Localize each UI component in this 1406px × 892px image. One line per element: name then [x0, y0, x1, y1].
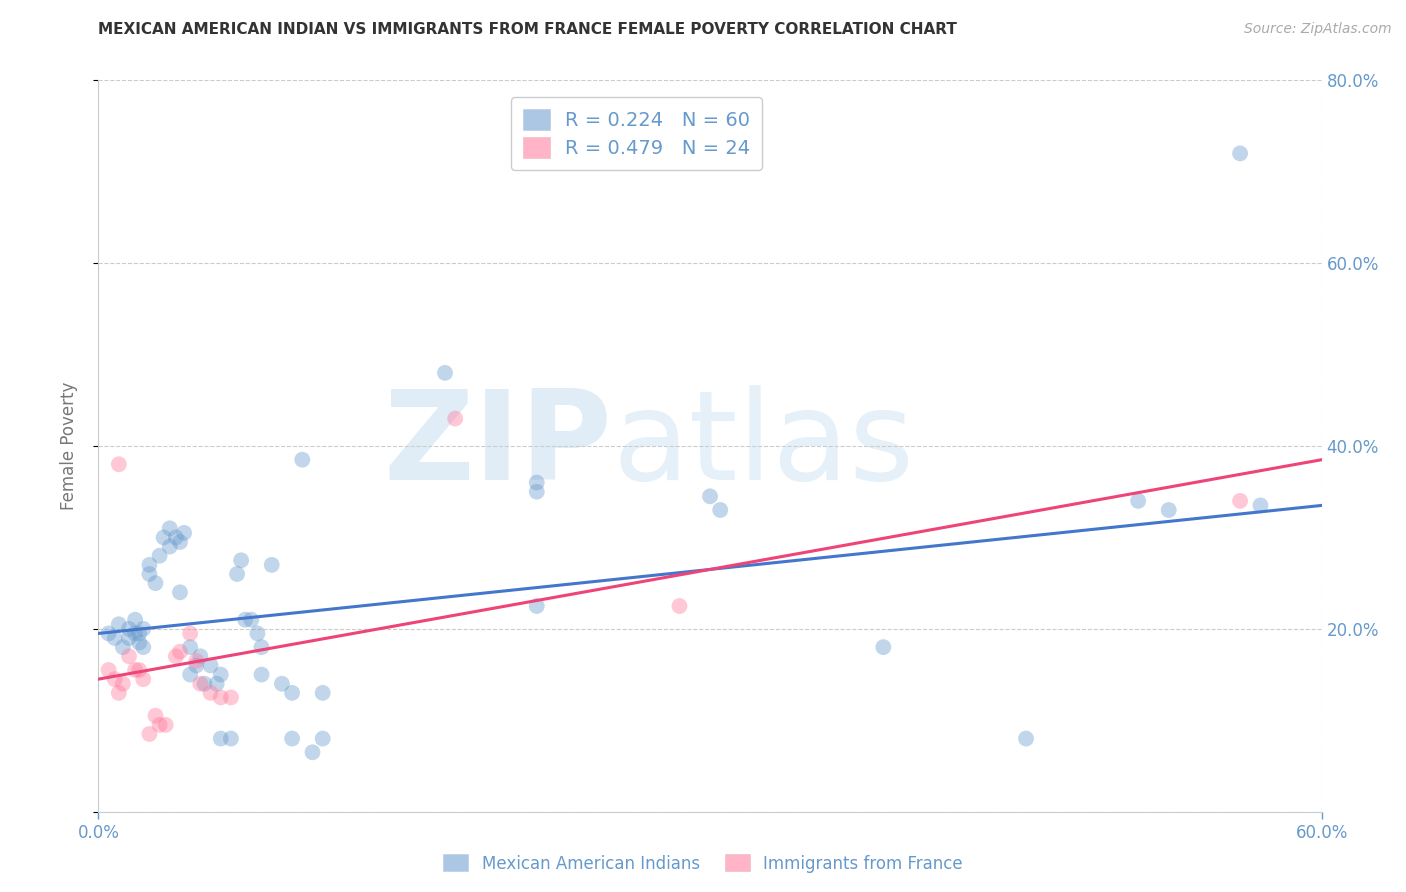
- Point: [1015, 731, 1038, 746]
- Point: [188, 649, 212, 664]
- Text: MEXICAN AMERICAN INDIAN VS IMMIGRANTS FROM FRANCE FEMALE POVERTY CORRELATION CHA: MEXICAN AMERICAN INDIAN VS IMMIGRANTS FR…: [98, 22, 957, 37]
- Point: [173, 525, 195, 540]
- Point: [169, 645, 191, 659]
- Point: [219, 690, 242, 705]
- Point: [97, 626, 120, 640]
- Point: [118, 631, 141, 645]
- Point: [159, 540, 181, 554]
- Point: [138, 727, 160, 741]
- Legend: R = 0.224   N = 60, R = 0.479   N = 24: R = 0.224 N = 60, R = 0.479 N = 24: [510, 97, 762, 169]
- Point: [250, 667, 273, 681]
- Point: [138, 567, 160, 582]
- Text: ZIP: ZIP: [384, 385, 612, 507]
- Point: [108, 686, 131, 700]
- Point: [169, 585, 191, 599]
- Point: [104, 631, 127, 645]
- Point: [233, 613, 256, 627]
- Point: [291, 452, 314, 467]
- Point: [526, 599, 548, 613]
- Point: [159, 521, 181, 535]
- Point: [145, 708, 167, 723]
- Point: [145, 576, 167, 591]
- Point: [872, 640, 894, 655]
- Point: [132, 672, 155, 686]
- Point: [108, 617, 131, 632]
- Point: [246, 626, 269, 640]
- Point: [281, 686, 304, 700]
- Point: [111, 640, 134, 655]
- Point: [169, 535, 191, 549]
- Point: [668, 599, 690, 613]
- Point: [149, 549, 172, 563]
- Point: [97, 663, 120, 677]
- Point: [226, 567, 249, 582]
- Point: [188, 676, 212, 690]
- Text: atlas: atlas: [612, 385, 914, 507]
- Point: [312, 686, 335, 700]
- Point: [179, 626, 201, 640]
- Point: [270, 676, 294, 690]
- Point: [165, 530, 187, 544]
- Point: [709, 503, 731, 517]
- Legend: Mexican American Indians, Immigrants from France: Mexican American Indians, Immigrants fro…: [437, 847, 969, 880]
- Point: [1249, 499, 1271, 513]
- Point: [301, 745, 323, 759]
- Point: [699, 489, 721, 503]
- Point: [209, 690, 232, 705]
- Point: [219, 731, 242, 746]
- Point: [118, 649, 141, 664]
- Point: [138, 558, 160, 572]
- Point: [179, 640, 201, 655]
- Point: [104, 672, 127, 686]
- Point: [1229, 146, 1251, 161]
- Text: Source: ZipAtlas.com: Source: ZipAtlas.com: [1244, 22, 1392, 37]
- Point: [186, 658, 208, 673]
- Point: [444, 411, 467, 425]
- Point: [111, 676, 134, 690]
- Point: [128, 635, 150, 649]
- Point: [1229, 493, 1251, 508]
- Point: [312, 731, 335, 746]
- Point: [205, 676, 228, 690]
- Point: [128, 663, 150, 677]
- Point: [260, 558, 283, 572]
- Point: [200, 686, 222, 700]
- Y-axis label: Female Poverty: Female Poverty: [59, 382, 77, 510]
- Point: [1128, 493, 1150, 508]
- Point: [526, 484, 548, 499]
- Point: [118, 622, 141, 636]
- Point: [240, 613, 263, 627]
- Point: [200, 658, 222, 673]
- Point: [526, 475, 548, 490]
- Point: [128, 626, 150, 640]
- Point: [132, 622, 155, 636]
- Point: [124, 663, 146, 677]
- Point: [193, 676, 215, 690]
- Point: [231, 553, 253, 567]
- Point: [1157, 503, 1180, 517]
- Point: [281, 731, 304, 746]
- Point: [152, 530, 174, 544]
- Point: [149, 718, 172, 732]
- Point: [155, 718, 177, 732]
- Point: [209, 667, 232, 681]
- Point: [108, 458, 131, 472]
- Point: [250, 640, 273, 655]
- Point: [186, 654, 208, 668]
- Point: [179, 667, 201, 681]
- Point: [209, 731, 232, 746]
- Point: [124, 626, 146, 640]
- Point: [434, 366, 457, 380]
- Point: [132, 640, 155, 655]
- Point: [124, 613, 146, 627]
- Point: [165, 649, 187, 664]
